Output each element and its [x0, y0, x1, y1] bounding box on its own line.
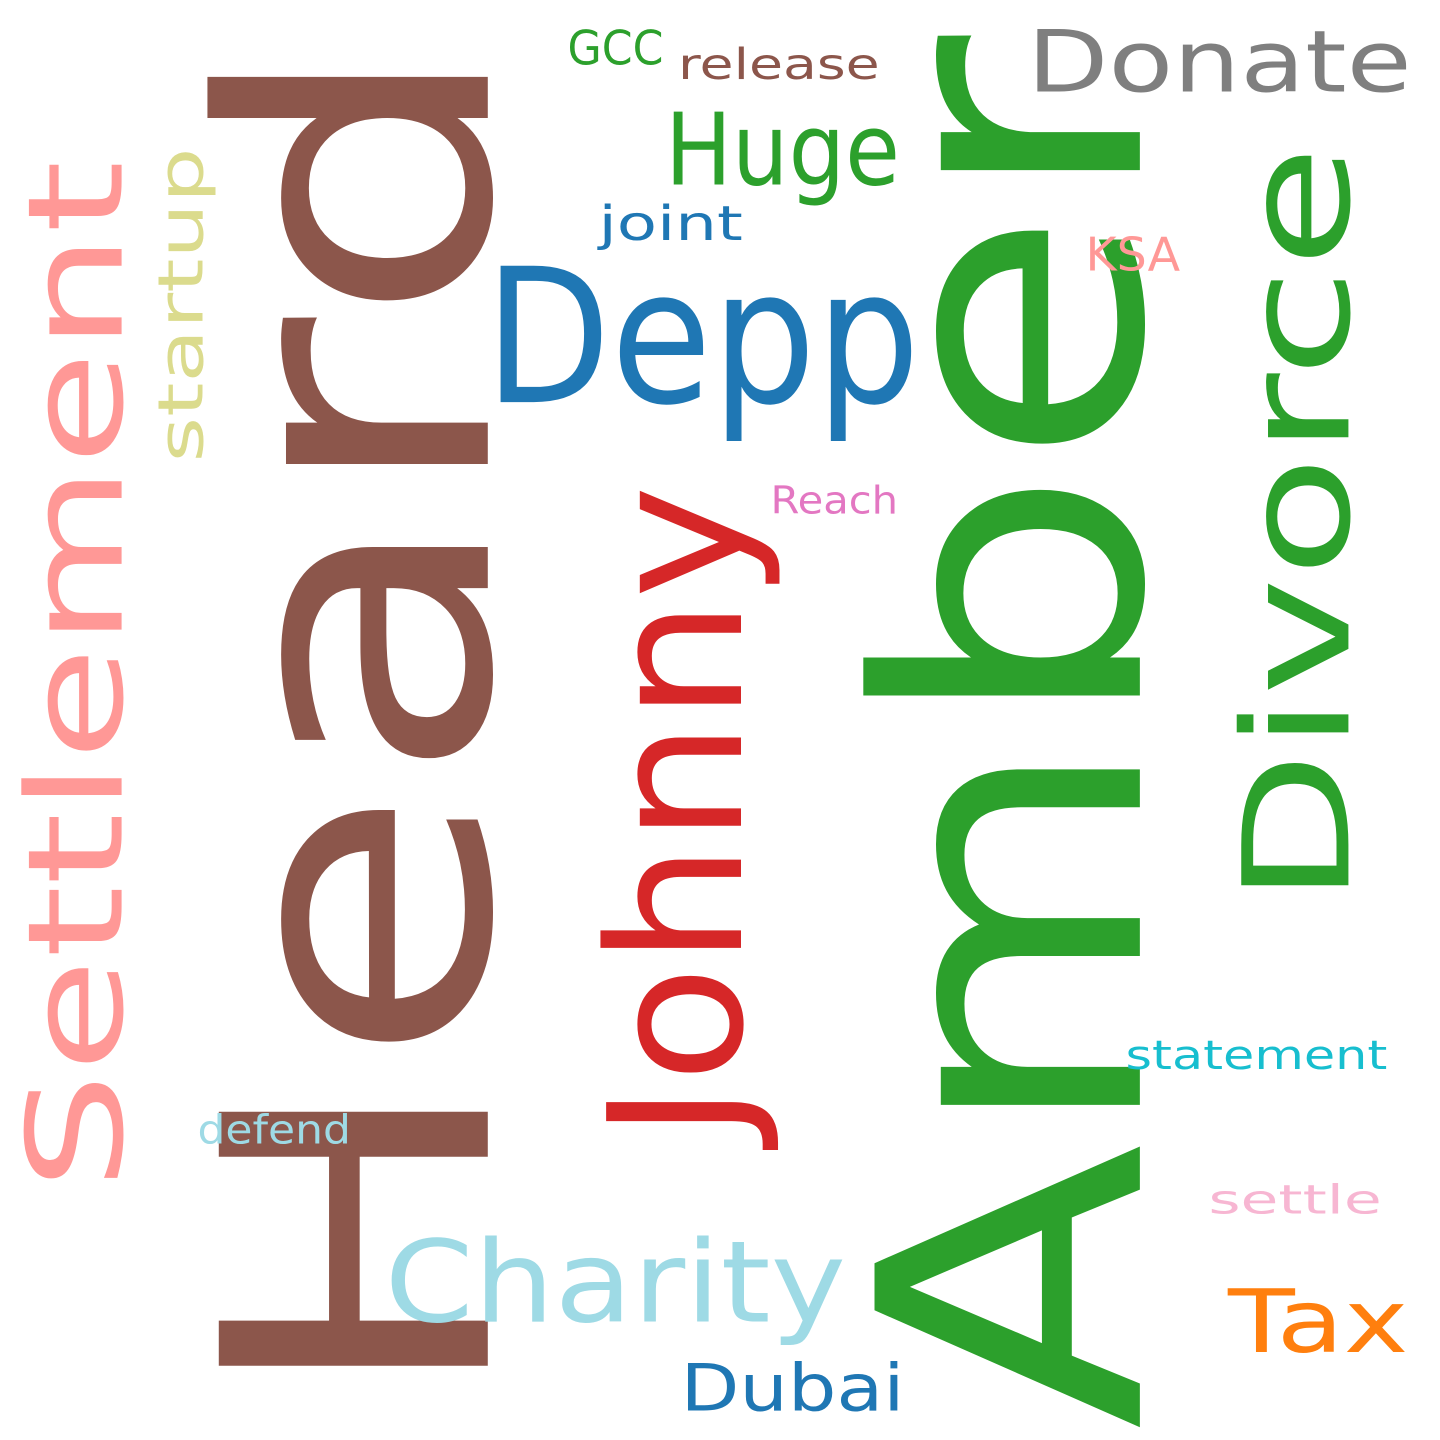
word-gcc: GCC — [566, 21, 663, 76]
word-settlement: Settlement — [0, 159, 153, 1191]
word-release: release — [678, 38, 880, 89]
word-tax: Tax — [1227, 1270, 1409, 1373]
word-statement: statement — [1125, 1031, 1387, 1079]
word-defend: defend — [196, 1106, 351, 1153]
word-charity: Charity — [384, 1217, 846, 1349]
word-dubai: Dubai — [679, 1349, 905, 1426]
word-johnny: Johnny — [568, 485, 785, 1140]
word-reach: Reach — [769, 478, 898, 523]
word-divorce: Divorce — [1213, 145, 1384, 905]
word-ksa: KSA — [1084, 228, 1180, 282]
word-startup: startup — [144, 146, 218, 463]
word-donate: Donate — [1026, 12, 1412, 113]
word-depp: Depp — [483, 230, 920, 447]
word-huge: Huge — [665, 91, 901, 209]
word-settle: settle — [1207, 1176, 1382, 1223]
word-joint: joint — [597, 196, 743, 252]
